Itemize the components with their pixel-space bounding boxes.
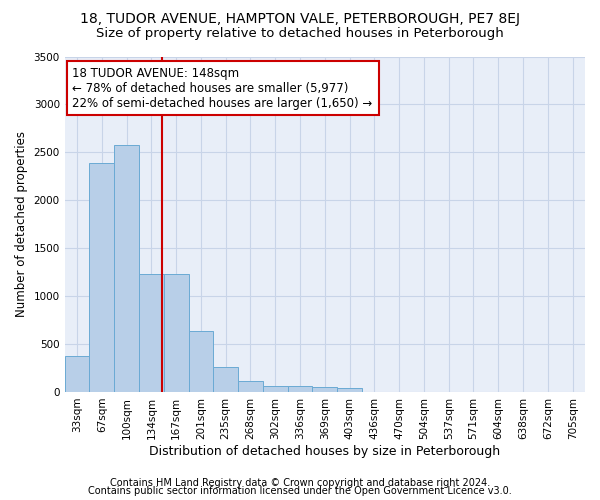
Text: Contains public sector information licensed under the Open Government Licence v3: Contains public sector information licen… bbox=[88, 486, 512, 496]
Bar bbox=[287, 386, 313, 392]
Bar bbox=[188, 330, 214, 392]
Text: 18 TUDOR AVENUE: 148sqm
← 78% of detached houses are smaller (5,977)
22% of semi: 18 TUDOR AVENUE: 148sqm ← 78% of detache… bbox=[73, 66, 373, 110]
Bar bbox=[313, 386, 337, 392]
Bar bbox=[214, 367, 238, 392]
Bar bbox=[164, 274, 188, 392]
Bar bbox=[139, 274, 164, 392]
Bar bbox=[238, 381, 263, 392]
Bar bbox=[65, 356, 89, 392]
Text: Contains HM Land Registry data © Crown copyright and database right 2024.: Contains HM Land Registry data © Crown c… bbox=[110, 478, 490, 488]
X-axis label: Distribution of detached houses by size in Peterborough: Distribution of detached houses by size … bbox=[149, 444, 500, 458]
Text: Size of property relative to detached houses in Peterborough: Size of property relative to detached ho… bbox=[96, 28, 504, 40]
Bar bbox=[114, 144, 139, 392]
Bar bbox=[337, 388, 362, 392]
Y-axis label: Number of detached properties: Number of detached properties bbox=[15, 131, 28, 317]
Text: 18, TUDOR AVENUE, HAMPTON VALE, PETERBOROUGH, PE7 8EJ: 18, TUDOR AVENUE, HAMPTON VALE, PETERBOR… bbox=[80, 12, 520, 26]
Bar bbox=[263, 386, 287, 392]
Bar bbox=[89, 163, 114, 392]
